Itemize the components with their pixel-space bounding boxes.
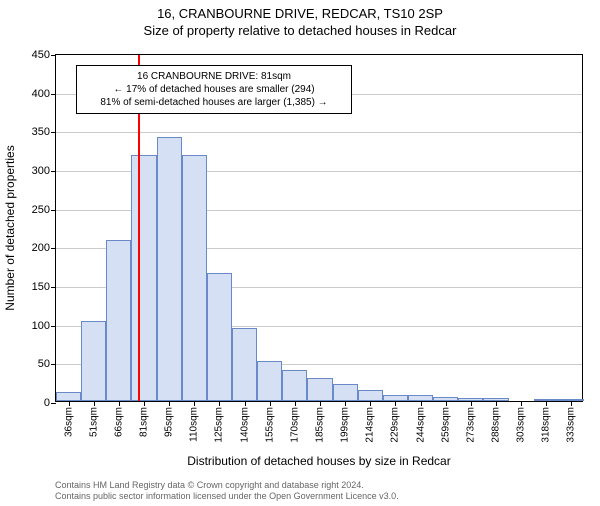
x-tick-label: 199sqm [340, 407, 351, 443]
footer-line1: Contains HM Land Registry data © Crown c… [55, 480, 399, 491]
y-tick-mark [51, 326, 56, 327]
y-axis-label: Number of detached properties [3, 145, 17, 310]
x-tick-mark [521, 401, 522, 406]
histogram-bar [282, 370, 307, 401]
histogram-bar [257, 361, 282, 401]
y-tick-label: 300 [32, 165, 50, 177]
grid-line [56, 132, 582, 133]
y-tick-mark [51, 403, 56, 404]
histogram-bar [56, 392, 81, 401]
y-tick-label: 50 [38, 358, 50, 370]
x-tick-mark [69, 401, 70, 406]
histogram-bar [307, 378, 332, 401]
histogram-bar [207, 273, 232, 401]
x-tick-label: 125sqm [214, 407, 225, 443]
y-tick-label: 0 [44, 397, 50, 409]
x-tick-mark [345, 401, 346, 406]
x-axis-label: Distribution of detached houses by size … [55, 454, 583, 468]
y-tick-mark [51, 132, 56, 133]
x-tick-mark [194, 401, 195, 406]
x-tick-label: 229sqm [390, 407, 401, 443]
x-tick-mark [144, 401, 145, 406]
x-tick-label: 303sqm [516, 407, 527, 443]
x-tick-label: 66sqm [113, 407, 124, 437]
x-tick-mark [546, 401, 547, 406]
y-tick-label: 350 [32, 126, 50, 138]
x-tick-label: 95sqm [164, 407, 175, 437]
x-tick-mark [219, 401, 220, 406]
x-tick-label: 110sqm [189, 407, 200, 442]
x-tick-label: 318sqm [541, 407, 552, 443]
y-tick-label: 450 [32, 49, 50, 61]
x-tick-label: 273sqm [465, 407, 476, 443]
info-box-line: 81% of semi-detached houses are larger (… [83, 96, 345, 109]
info-box-line: ← 17% of detached houses are smaller (29… [83, 83, 345, 96]
x-tick-label: 214sqm [365, 407, 376, 443]
y-tick-label: 250 [32, 204, 50, 216]
x-tick-label: 185sqm [315, 407, 326, 443]
x-tick-mark [295, 401, 296, 406]
y-tick-mark [51, 287, 56, 288]
info-box-line: 16 CRANBOURNE DRIVE: 81sqm [83, 70, 345, 83]
histogram-bar [81, 321, 106, 401]
histogram-bar [333, 384, 358, 401]
y-tick-mark [51, 210, 56, 211]
x-tick-mark [119, 401, 120, 406]
x-tick-label: 51sqm [88, 407, 99, 437]
x-tick-mark [270, 401, 271, 406]
x-tick-label: 81sqm [139, 407, 150, 437]
histogram-bar [182, 155, 207, 401]
footer-attribution: Contains HM Land Registry data © Crown c… [55, 480, 399, 502]
y-tick-mark [51, 364, 56, 365]
x-tick-label: 36sqm [63, 407, 74, 437]
histogram-bar [358, 390, 383, 401]
y-tick-label: 200 [32, 242, 50, 254]
histogram-bar [106, 240, 131, 401]
info-box: 16 CRANBOURNE DRIVE: 81sqm← 17% of detac… [76, 65, 352, 114]
x-tick-mark [370, 401, 371, 406]
y-tick-mark [51, 248, 56, 249]
y-tick-mark [51, 171, 56, 172]
histogram-bar [157, 137, 182, 401]
histogram-bar [232, 328, 257, 401]
y-tick-label: 100 [32, 320, 50, 332]
title-main: 16, CRANBOURNE DRIVE, REDCAR, TS10 2SP [0, 6, 600, 21]
x-tick-mark [320, 401, 321, 406]
y-tick-label: 400 [32, 88, 50, 100]
x-tick-label: 155sqm [264, 407, 275, 443]
x-tick-mark [395, 401, 396, 406]
y-tick-mark [51, 55, 56, 56]
x-tick-mark [421, 401, 422, 406]
x-tick-label: 170sqm [289, 407, 300, 443]
x-tick-mark [169, 401, 170, 406]
x-tick-label: 259sqm [440, 407, 451, 443]
y-tick-mark [51, 94, 56, 95]
histogram-bar [131, 155, 156, 401]
x-tick-mark [496, 401, 497, 406]
histogram-plot: 05010015020025030035040045036sqm51sqm66s… [55, 54, 583, 402]
x-tick-mark [94, 401, 95, 406]
x-tick-label: 244sqm [415, 407, 426, 443]
x-tick-label: 333sqm [566, 407, 577, 443]
x-tick-label: 288sqm [491, 407, 502, 443]
x-tick-mark [446, 401, 447, 406]
x-tick-mark [571, 401, 572, 406]
footer-line2: Contains public sector information licen… [55, 491, 399, 502]
x-tick-label: 140sqm [239, 407, 250, 443]
x-tick-mark [245, 401, 246, 406]
y-tick-label: 150 [32, 281, 50, 293]
x-tick-mark [471, 401, 472, 406]
title-sub: Size of property relative to detached ho… [0, 23, 600, 38]
